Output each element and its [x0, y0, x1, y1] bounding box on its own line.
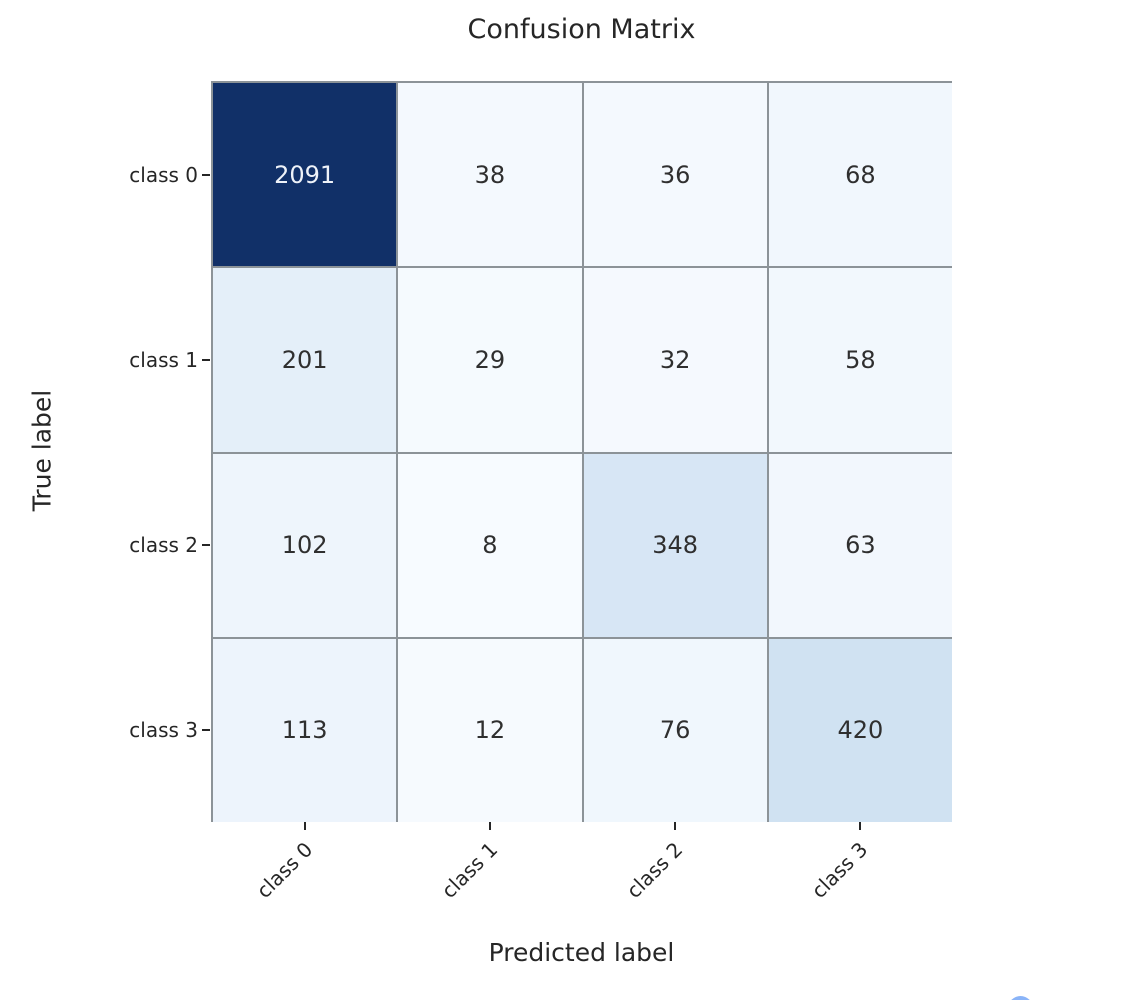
y-tick-label: class 3 — [48, 718, 198, 742]
matrix-cell: 29 — [398, 268, 581, 451]
y-tick-mark — [202, 729, 210, 731]
matrix-cell: 76 — [584, 639, 767, 822]
x-tick-mark — [304, 822, 306, 830]
matrix-cell: 12 — [398, 639, 581, 822]
matrix-cell: 63 — [769, 454, 952, 637]
y-tick-mark — [202, 359, 210, 361]
x-tick-label: class 1 — [408, 838, 501, 931]
heatmap-grid: 2091383668 201293258 102834863 1131276420 — [211, 81, 952, 822]
y-tick-mark — [202, 544, 210, 546]
matrix-cell: 36 — [584, 83, 767, 266]
matrix-cell: 201 — [213, 268, 396, 451]
x-axis-title: Predicted label — [211, 938, 952, 967]
matrix-cell: 348 — [584, 454, 767, 637]
matrix-cell: 32 — [584, 268, 767, 451]
matrix-cell: 38 — [398, 83, 581, 266]
x-tick-mark — [674, 822, 676, 830]
chart-title: Confusion Matrix — [211, 14, 952, 45]
x-tick-mark — [489, 822, 491, 830]
x-tick-mark — [859, 822, 861, 830]
x-tick-label: class 3 — [779, 838, 872, 931]
matrix-cell: 8 — [398, 454, 581, 637]
confusion-matrix-figure: Confusion Matrix True label 209138366820… — [0, 0, 1126, 1000]
x-tick-label: class 0 — [223, 838, 316, 931]
y-tick-label: class 2 — [48, 533, 198, 557]
matrix-cell: 2091 — [213, 83, 396, 266]
partial-blue-circle-button[interactable] — [1008, 996, 1033, 1000]
x-tick-label: class 2 — [593, 838, 686, 931]
matrix-cell: 58 — [769, 268, 952, 451]
matrix-cell: 420 — [769, 639, 952, 822]
matrix-cell: 68 — [769, 83, 952, 266]
matrix-cell: 102 — [213, 454, 396, 637]
matrix-cell: 113 — [213, 639, 396, 822]
y-tick-label: class 1 — [48, 348, 198, 372]
y-tick-mark — [202, 174, 210, 176]
y-tick-label: class 0 — [48, 163, 198, 187]
